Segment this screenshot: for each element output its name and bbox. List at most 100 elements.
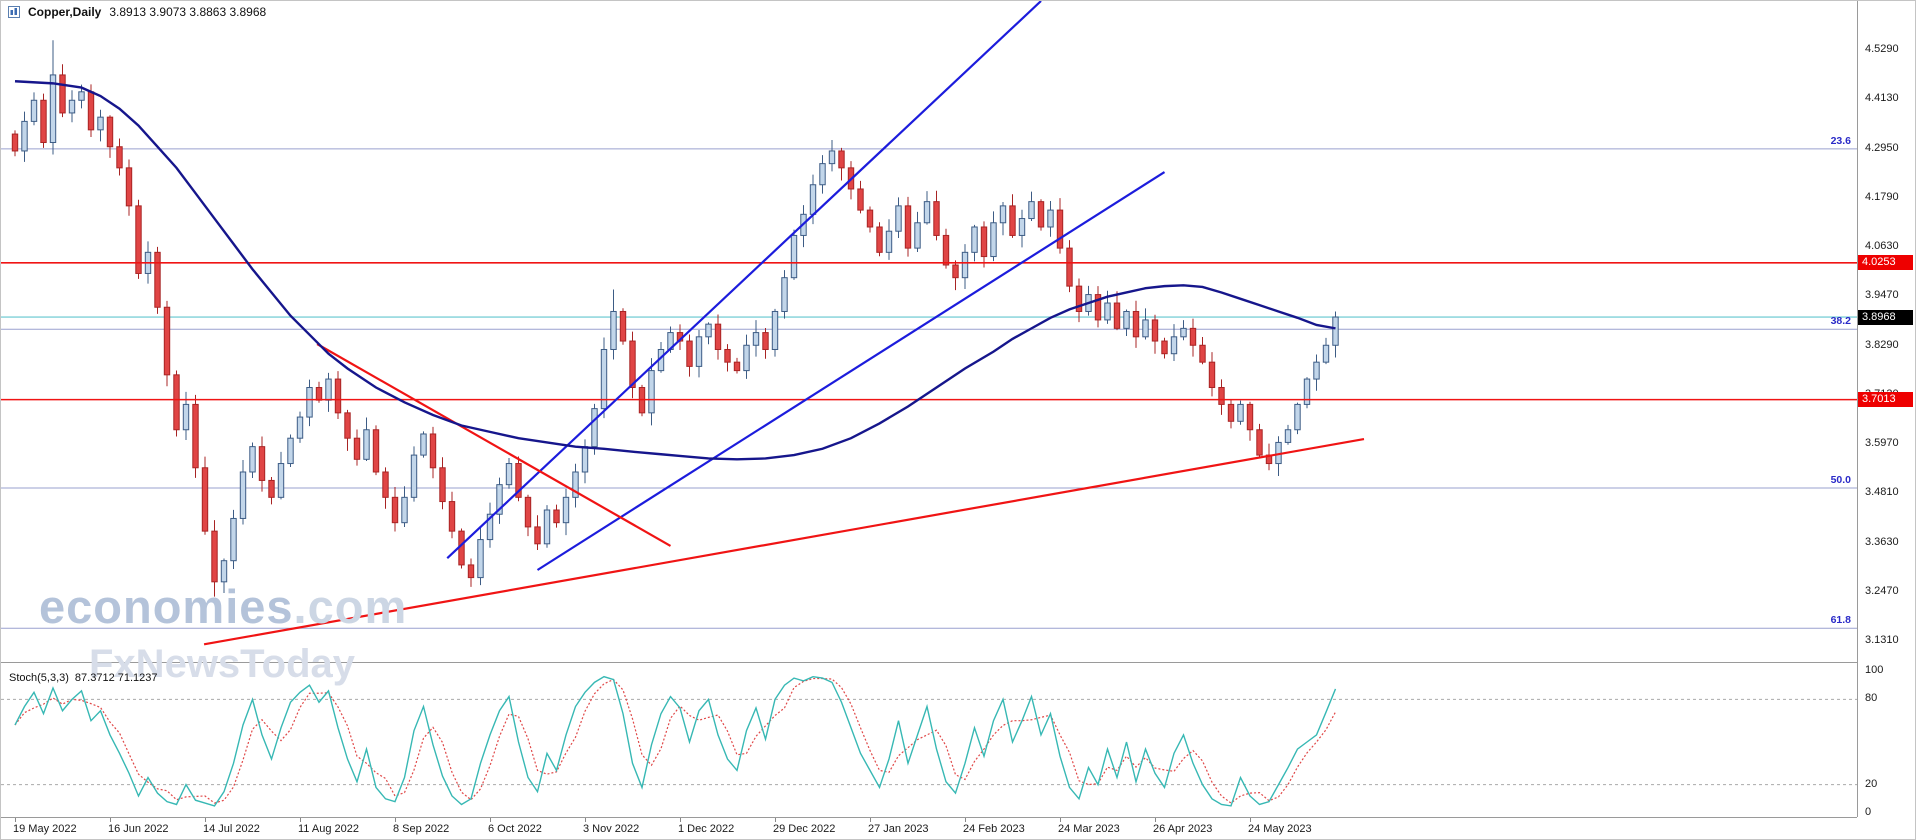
candle <box>1237 400 1244 425</box>
candle <box>695 330 703 378</box>
candle-body <box>1332 316 1339 346</box>
candle <box>505 457 513 489</box>
price-tick-label: 3.4810 <box>1865 485 1899 498</box>
candle <box>1332 311 1339 358</box>
time-tick-label: 8 Sep 2022 <box>393 823 450 835</box>
time-tick <box>775 818 776 822</box>
candle <box>1142 308 1149 340</box>
candle <box>733 357 741 374</box>
candle <box>866 206 874 233</box>
candle-body <box>923 201 931 224</box>
candle <box>971 224 978 262</box>
time-tick <box>1060 818 1061 822</box>
candle <box>1275 436 1282 476</box>
candle-body <box>714 323 722 350</box>
candle <box>353 429 361 466</box>
candle-body <box>372 429 380 473</box>
candle <box>201 456 209 535</box>
candle <box>781 270 788 319</box>
price-chart-canvas[interactable] <box>1 1 1857 662</box>
candle <box>306 379 313 427</box>
candle <box>771 308 779 357</box>
candle <box>239 460 247 525</box>
fib-label-61-8: 61.8 <box>1830 614 1851 627</box>
candle-body <box>258 446 266 481</box>
stoch-main-line <box>14 675 1337 807</box>
candle-body <box>876 226 883 253</box>
fib-label-23-6: 23.6 <box>1830 134 1851 147</box>
candle-body <box>106 116 114 148</box>
candle-body <box>1313 361 1320 380</box>
price-tick-label: 4.4130 <box>1865 92 1899 104</box>
support-price-tag: 3.7013 <box>1858 392 1913 408</box>
candle <box>372 425 380 476</box>
candle-body <box>1246 403 1254 431</box>
candle-body <box>1037 201 1045 228</box>
candle-body <box>686 340 693 367</box>
candle-body <box>1294 403 1301 431</box>
price-tick-label: 4.2950 <box>1865 141 1899 154</box>
candle-body <box>410 454 418 498</box>
time-axis[interactable]: 19 May 2022 16 Jun 2022 14 Jul 2022 11 Aug … <box>1 818 1915 839</box>
candle <box>420 431 427 458</box>
time-tick-label: 27 Jan 2023 <box>868 823 929 835</box>
candle-body <box>154 251 161 308</box>
candle <box>838 147 845 181</box>
candle-body <box>306 387 313 418</box>
candle <box>296 411 304 443</box>
candle <box>543 505 551 548</box>
candle-body <box>211 530 218 583</box>
time-tick-label: 3 Nov 2022 <box>583 823 640 835</box>
candle <box>705 322 712 345</box>
candle <box>999 202 1007 236</box>
candle <box>125 159 133 216</box>
candle <box>391 487 399 532</box>
time-tick <box>395 818 396 822</box>
candle <box>429 426 437 479</box>
candle-body <box>1066 247 1073 287</box>
panel-divider[interactable] <box>1 662 1857 663</box>
candle-body <box>87 91 95 131</box>
stochastic-canvas[interactable] <box>1 668 1857 817</box>
candle-body <box>249 446 256 473</box>
candle-body <box>1180 327 1187 338</box>
candle-body <box>467 564 475 579</box>
watermark-economies-suffix: .com <box>293 580 408 633</box>
candle <box>477 527 484 586</box>
candle-body <box>543 509 551 545</box>
candle-body <box>695 336 703 367</box>
candle-body <box>752 332 760 346</box>
stoch-values: 87.3712 71.1237 <box>74 672 158 684</box>
candle <box>638 384 646 417</box>
candle-body <box>505 463 513 486</box>
candle <box>11 130 19 157</box>
candle-body <box>125 167 133 207</box>
candle-body <box>1284 429 1292 443</box>
candle <box>30 92 38 126</box>
watermark-economies-main: economies <box>39 580 294 633</box>
candle <box>790 229 798 280</box>
time-tick <box>585 818 586 822</box>
candle <box>581 439 589 484</box>
candle-body <box>391 496 399 524</box>
candle <box>277 451 285 500</box>
candle <box>1037 199 1045 231</box>
candle-body <box>933 201 940 236</box>
candle <box>173 370 180 437</box>
candle-body <box>771 310 779 350</box>
candle-body <box>838 150 845 169</box>
candle <box>97 109 104 142</box>
candle <box>230 509 237 570</box>
candle <box>610 289 617 360</box>
candle <box>344 409 351 451</box>
candle <box>524 494 532 537</box>
candle-body <box>1170 336 1178 355</box>
price-axis[interactable]: 4.5290 4.4130 4.2950 4.1790 4.0630 3.9470 3.82… <box>1858 1 1915 818</box>
candle <box>1028 191 1035 221</box>
candle-body <box>486 513 494 541</box>
time-tick <box>1155 818 1156 822</box>
candle-body <box>942 234 950 266</box>
current-price-tag: 3.8968 <box>1858 309 1913 325</box>
candle-body <box>990 222 997 258</box>
candle <box>1284 424 1292 445</box>
